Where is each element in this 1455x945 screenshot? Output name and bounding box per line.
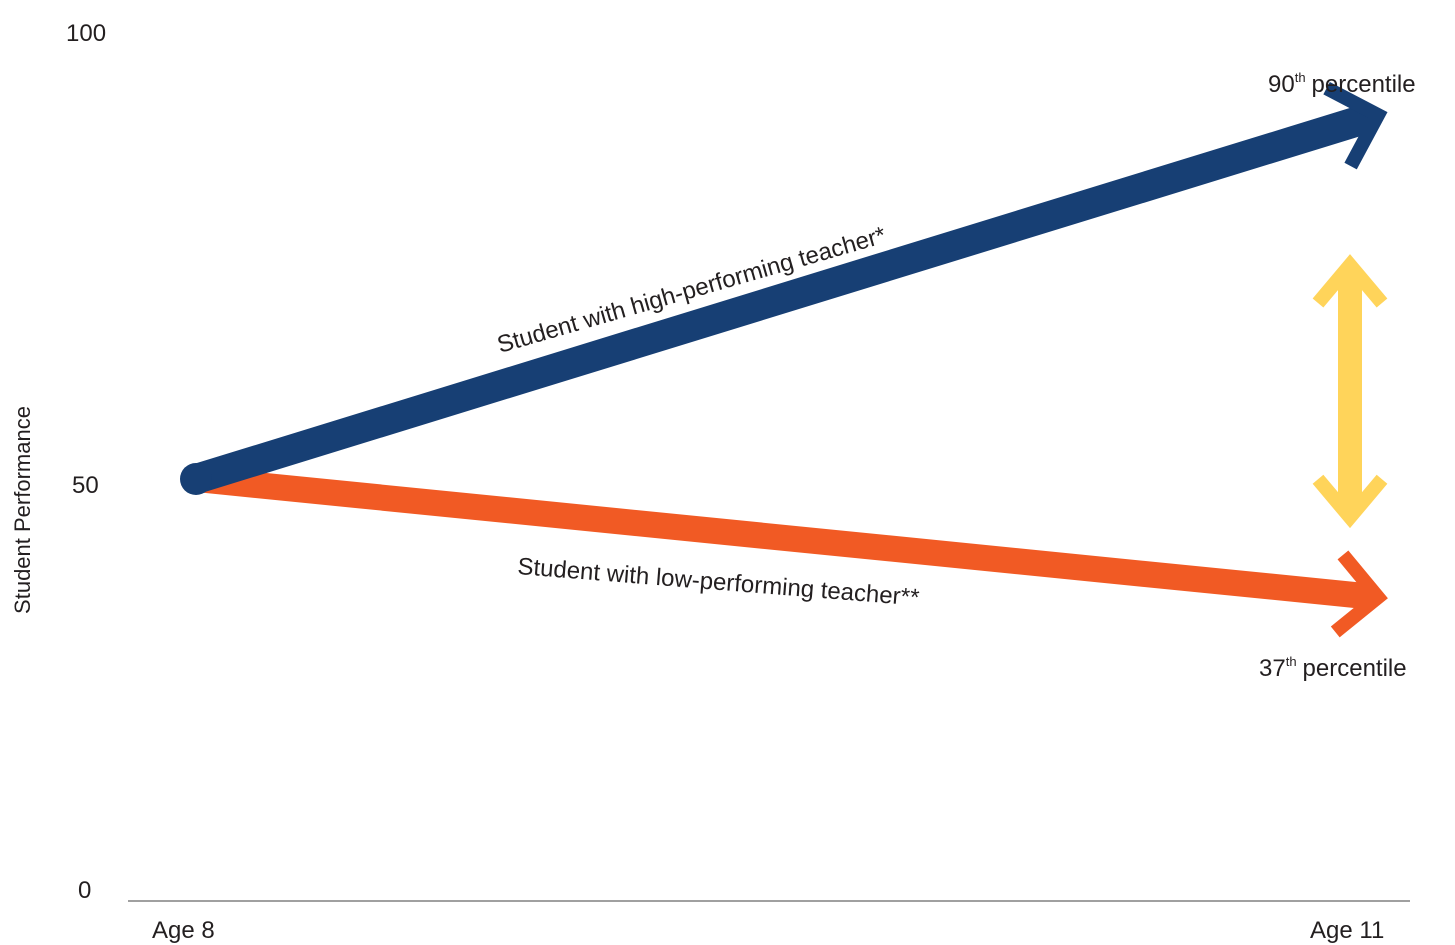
series-low-performing-teacher xyxy=(183,466,1388,638)
end-label-low-text: percentile xyxy=(1303,655,1407,682)
series-label-low: Student with low-performing teacher** xyxy=(517,553,921,612)
x-tick-label-age-11: Age 11 xyxy=(1310,917,1384,944)
series-arrowhead xyxy=(1330,550,1388,638)
end-label-high: 90th percentile xyxy=(1268,70,1416,98)
series-arrowhead xyxy=(1323,81,1388,170)
series-line xyxy=(183,466,1378,609)
series-line xyxy=(181,104,1380,494)
end-label-low: 37th percentile xyxy=(1259,654,1407,682)
end-label-low-number: 37 xyxy=(1259,655,1286,682)
gap-arrow-head-bottom xyxy=(1312,474,1388,529)
x-tick-label-age-8: Age 8 xyxy=(152,917,215,944)
y-axis-title: Student Performance xyxy=(10,406,35,614)
series-high-performing-teacher xyxy=(180,81,1388,495)
series-start-point xyxy=(180,463,212,495)
end-label-high-number: 90 xyxy=(1268,71,1295,98)
y-tick-label-100: 100 xyxy=(66,20,106,47)
gap-arrow-head-top xyxy=(1312,254,1388,308)
end-label-low-sup: th xyxy=(1286,654,1297,669)
end-label-high-text: percentile xyxy=(1312,71,1416,98)
gap-double-arrow xyxy=(1312,254,1388,529)
end-label-high-sup: th xyxy=(1295,70,1306,85)
y-tick-label-0: 0 xyxy=(78,877,91,904)
y-tick-label-50: 50 xyxy=(72,472,99,499)
